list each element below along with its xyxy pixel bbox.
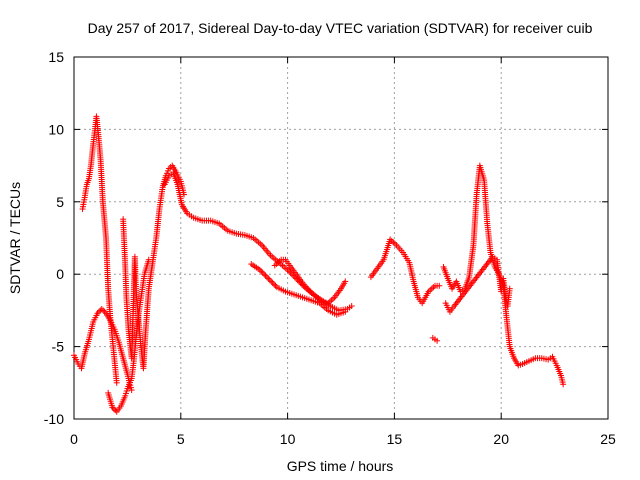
data-point xyxy=(266,276,273,283)
data-point xyxy=(342,278,349,285)
data-point xyxy=(110,405,117,412)
y-tick-label: 15 xyxy=(48,49,64,65)
data-point xyxy=(268,278,275,285)
data-point xyxy=(259,269,266,276)
y-tick-label: 10 xyxy=(48,121,64,137)
data-point xyxy=(560,381,567,388)
data-point xyxy=(258,268,265,275)
data-point xyxy=(98,305,105,312)
data-point xyxy=(101,308,108,315)
y-tick-label: -5 xyxy=(52,339,65,355)
data-point xyxy=(262,272,269,279)
grid-lines xyxy=(74,57,608,419)
data-point xyxy=(506,285,513,292)
x-axis-label: GPS time / hours xyxy=(287,458,394,474)
y-tick-label: 0 xyxy=(56,266,64,282)
plot-frame xyxy=(73,56,609,420)
data-point xyxy=(265,275,272,282)
data-point xyxy=(284,266,291,273)
data-point xyxy=(342,308,349,315)
data-point xyxy=(128,387,135,394)
x-tick-label: 25 xyxy=(600,431,616,447)
data-point xyxy=(261,271,268,278)
data-point xyxy=(100,307,107,314)
data-point xyxy=(269,279,276,286)
chart-title: Day 257 of 2017, Sidereal Day-to-day VTE… xyxy=(88,20,593,36)
data-point xyxy=(272,282,279,289)
y-axis-label: SDTVAR / TECUs xyxy=(7,182,23,294)
data-point xyxy=(95,308,102,315)
data-point xyxy=(113,379,120,386)
x-tick-label: 5 xyxy=(177,431,185,447)
data-point xyxy=(256,266,263,273)
data-point xyxy=(263,274,270,281)
y-tick-label: -10 xyxy=(44,411,64,427)
data-point xyxy=(348,303,355,310)
x-tick-label: 20 xyxy=(493,431,509,447)
data-points xyxy=(71,113,567,415)
data-point xyxy=(271,281,278,288)
data-point xyxy=(436,282,443,289)
x-tick-label: 15 xyxy=(387,431,403,447)
data-point xyxy=(286,268,293,275)
y-tick-label: 5 xyxy=(56,194,64,210)
data-point xyxy=(94,310,101,317)
axis-ticks: 0 5 10 15 20 25 -10 -5 0 5 10 15 xyxy=(44,49,616,447)
data-point xyxy=(434,337,441,344)
x-tick-label: 0 xyxy=(70,431,78,447)
x-tick-label: 10 xyxy=(280,431,296,447)
data-point xyxy=(109,404,116,411)
